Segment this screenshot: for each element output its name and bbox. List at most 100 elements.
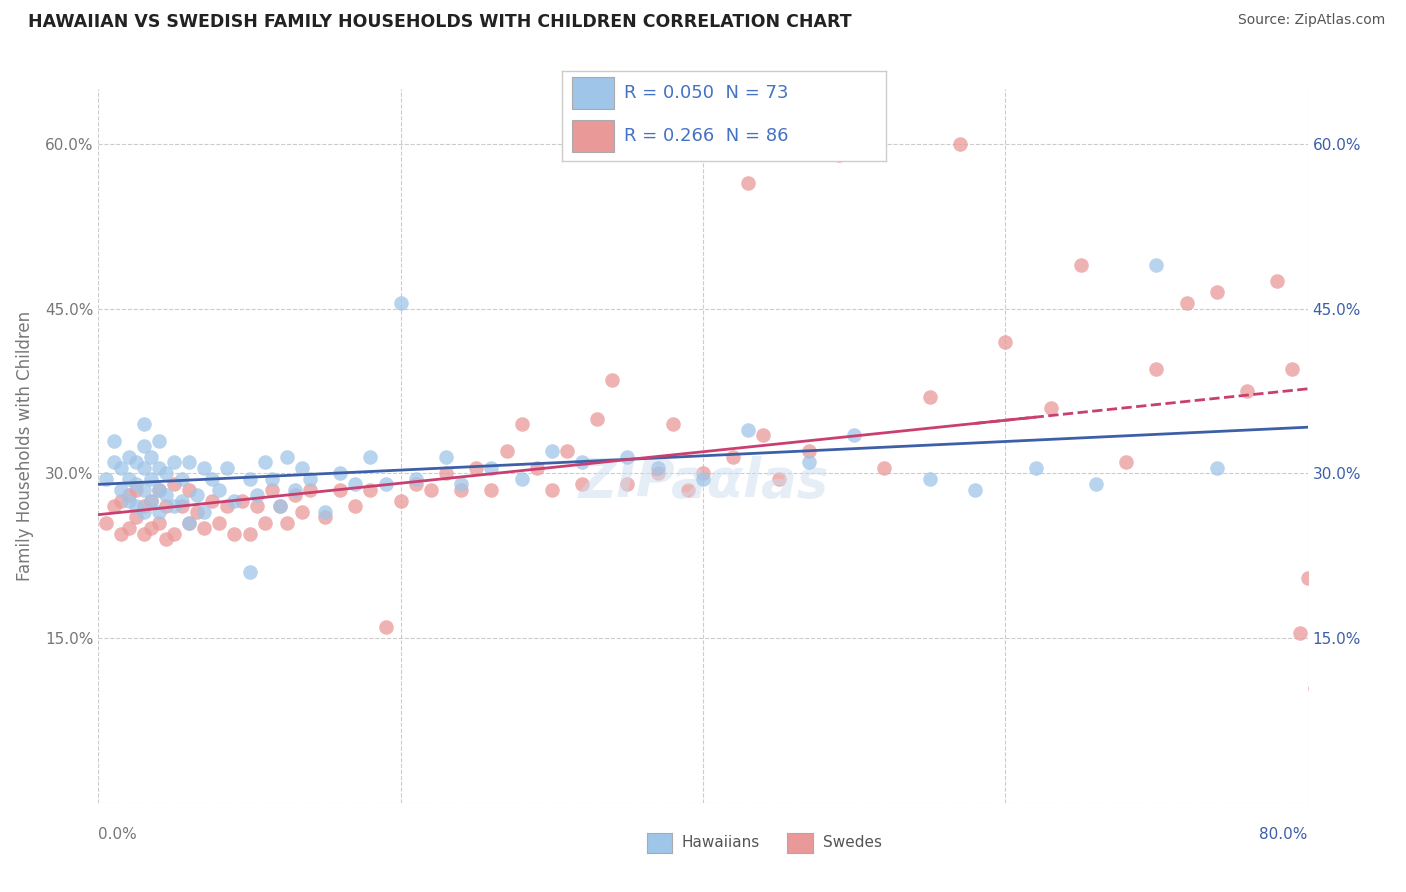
Text: R = 0.050  N = 73: R = 0.050 N = 73: [624, 84, 789, 102]
Point: [110, 483, 132, 497]
Point: [752, 428, 775, 442]
Point: [253, 455, 276, 469]
Point: [737, 423, 759, 437]
Point: [208, 516, 231, 530]
Point: [148, 483, 170, 497]
Point: [269, 500, 291, 514]
Text: Source: ZipAtlas.com: Source: ZipAtlas.com: [1237, 13, 1385, 28]
Point: [374, 620, 396, 634]
Point: [1070, 258, 1092, 272]
Point: [179, 516, 201, 530]
Point: [155, 488, 177, 502]
Point: [179, 455, 201, 469]
Point: [193, 521, 215, 535]
Text: ZIPaαlas: ZIPaαlas: [578, 456, 828, 508]
Point: [239, 566, 262, 580]
Point: [329, 483, 352, 497]
Point: [555, 444, 578, 458]
Point: [163, 455, 186, 469]
Point: [208, 483, 231, 497]
Point: [1312, 390, 1334, 404]
Point: [125, 483, 148, 497]
Point: [420, 483, 443, 497]
Text: R = 0.266  N = 86: R = 0.266 N = 86: [624, 127, 789, 145]
Point: [965, 483, 987, 497]
Point: [269, 500, 291, 514]
Point: [405, 472, 427, 486]
Point: [132, 483, 155, 497]
Point: [692, 467, 714, 481]
Point: [540, 444, 562, 458]
Point: [918, 472, 941, 486]
Point: [170, 500, 193, 514]
Point: [148, 505, 170, 519]
Point: [276, 516, 298, 530]
Point: [450, 477, 472, 491]
Point: [141, 494, 163, 508]
Point: [179, 516, 201, 530]
Point: [374, 477, 396, 491]
Point: [132, 461, 155, 475]
Text: HAWAIIAN VS SWEDISH FAMILY HOUSEHOLDS WITH CHILDREN CORRELATION CHART: HAWAIIAN VS SWEDISH FAMILY HOUSEHOLDS WI…: [28, 13, 852, 31]
Point: [949, 137, 972, 152]
Point: [201, 494, 224, 508]
Point: [118, 488, 141, 502]
Point: [1289, 625, 1312, 640]
Point: [1267, 274, 1289, 288]
Point: [1296, 571, 1319, 585]
Point: [179, 483, 201, 497]
Point: [1236, 384, 1258, 398]
Point: [155, 500, 177, 514]
Point: [586, 411, 609, 425]
Point: [110, 461, 132, 475]
Point: [481, 483, 503, 497]
Point: [1144, 258, 1167, 272]
Point: [141, 494, 163, 508]
Point: [215, 461, 238, 475]
Point: [110, 526, 132, 541]
Point: [389, 494, 412, 508]
Text: 0.0%: 0.0%: [98, 827, 138, 841]
Point: [314, 505, 336, 519]
Point: [148, 461, 170, 475]
Point: [616, 477, 638, 491]
Point: [284, 488, 307, 502]
Point: [163, 526, 186, 541]
Point: [676, 483, 699, 497]
Point: [662, 417, 685, 431]
Point: [125, 500, 148, 514]
Text: Hawaiians: Hawaiians: [682, 836, 761, 850]
Point: [510, 417, 533, 431]
Point: [647, 461, 669, 475]
Point: [994, 334, 1017, 349]
Point: [1175, 296, 1198, 310]
Point: [291, 505, 314, 519]
Point: [103, 434, 125, 448]
Point: [148, 516, 170, 530]
Point: [132, 417, 155, 431]
Point: [1303, 681, 1326, 695]
Point: [918, 390, 941, 404]
Point: [262, 472, 284, 486]
Point: [262, 483, 284, 497]
Point: [1085, 477, 1108, 491]
Point: [118, 494, 141, 508]
Point: [201, 472, 224, 486]
Point: [239, 526, 262, 541]
Point: [1206, 285, 1229, 300]
Point: [163, 477, 186, 491]
Point: [481, 461, 503, 475]
Point: [1115, 455, 1137, 469]
Point: [797, 444, 820, 458]
Point: [118, 472, 141, 486]
Point: [148, 483, 170, 497]
Point: [389, 296, 412, 310]
Point: [215, 500, 238, 514]
Point: [314, 510, 336, 524]
Bar: [572, 120, 614, 152]
Point: [299, 483, 322, 497]
Point: [797, 455, 820, 469]
Point: [450, 483, 472, 497]
Point: [291, 461, 314, 475]
Point: [132, 505, 155, 519]
